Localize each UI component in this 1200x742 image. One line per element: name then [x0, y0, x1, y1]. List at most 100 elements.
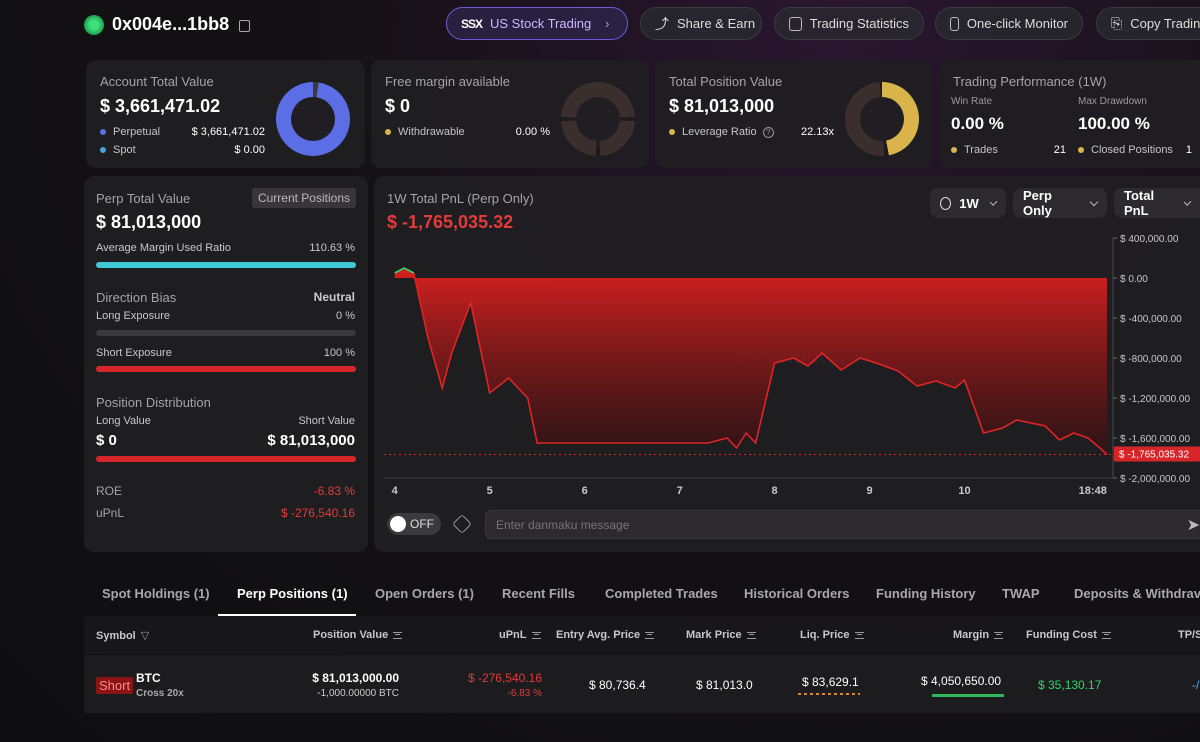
sort-icon[interactable] — [994, 631, 1004, 639]
sort-icon[interactable] — [1101, 631, 1111, 639]
col-liq-price-label: Liq. Price — [800, 629, 850, 641]
col-upnl[interactable]: uPnL — [499, 629, 541, 641]
tab-historical-orders[interactable]: Historical Orders — [744, 586, 850, 601]
col-entry-price[interactable]: Entry Avg. Price — [556, 629, 655, 641]
scope-dropdown[interactable]: Perp Only — [1013, 188, 1107, 218]
copy-trading-button[interactable]: ⎘ Copy Tradin — [1096, 7, 1200, 40]
perpetual-dot-icon — [100, 129, 106, 136]
col-liq-price[interactable]: Liq. Price — [800, 629, 864, 641]
leverage-value: 22.13x — [800, 126, 834, 138]
trading-performance-card: Trading Performance (1W) Win Rate 0.00 %… — [939, 60, 1200, 168]
tab-completed-trades[interactable]: Completed Trades — [605, 586, 718, 601]
margin-ratio-value: 110.63 % — [309, 242, 355, 254]
account-value: $ 3,661,471.02 — [100, 96, 221, 116]
col-tpsl-label: TP/S — [1178, 629, 1200, 641]
col-mark-price[interactable]: Mark Price — [686, 629, 756, 641]
upnl-pct-cell: -6.83 % — [507, 688, 542, 699]
x-tick-label: 9 — [867, 485, 873, 497]
distribution-title: Position Distribution — [96, 395, 211, 410]
account-total-card: Account Total Value $ 3,661,471.02 Perpe… — [86, 60, 365, 168]
withdrawable-dot-icon — [385, 129, 391, 136]
pnl-area-fill — [394, 268, 1107, 455]
margin-bar — [932, 694, 1004, 697]
timeframe-dropdown[interactable]: 1W — [930, 188, 1006, 218]
col-position-value-label: Position Value — [313, 629, 389, 641]
short-exposure-label: Short Exposure — [96, 347, 172, 359]
direction-bias-title: Direction Bias — [96, 290, 177, 305]
col-margin-label: Margin — [953, 629, 990, 641]
trades-row: Trades 21 — [951, 144, 1066, 156]
side-badge: Short — [96, 677, 134, 694]
tab-perp-positions[interactable]: Perp Positions (1) — [237, 586, 348, 601]
margin-ratio-bar — [96, 262, 356, 268]
one-click-monitor-button[interactable]: One-click Monitor — [935, 7, 1083, 40]
tpsl-cell[interactable]: -/ — [1192, 678, 1200, 692]
position-value-cell: $ 81,013,000.00 — [312, 671, 399, 685]
col-funding-cost-label: Funding Cost — [1026, 629, 1097, 641]
pnl-positive-line — [394, 267, 415, 274]
clock-icon — [940, 196, 952, 210]
tab-deposits-withdrawals[interactable]: Deposits & Withdrav — [1074, 586, 1200, 601]
long-value-label: Long Value — [96, 415, 151, 427]
max-drawdown-value: 100.00 % — [1078, 114, 1150, 133]
tab-open-orders[interactable]: Open Orders (1) — [375, 586, 474, 601]
account-spot-row: Spot $ 0.00 — [100, 144, 265, 156]
ssx-logo-icon: SSX — [461, 16, 483, 31]
copy-icon[interactable] — [239, 20, 251, 32]
max-drawdown-label: Max Drawdown — [1078, 96, 1147, 107]
closed-value: 1 — [1185, 144, 1192, 156]
filter-icon[interactable]: ▽ — [140, 630, 150, 642]
long-amount: $ 0 — [96, 432, 117, 449]
upnl-cell: $ -276,540.16 — [467, 671, 542, 685]
spot-dot-icon — [100, 147, 106, 154]
table-row[interactable] — [84, 655, 1200, 713]
danmaku-input[interactable] — [486, 511, 1166, 538]
short-exposure-bar — [96, 366, 356, 372]
current-positions-badge[interactable]: Current Positions — [251, 188, 356, 208]
long-exposure-label: Long Exposure — [96, 310, 170, 322]
margin-ratio-label: Average Margin Used Ratio — [96, 242, 231, 254]
us-stock-trading-button[interactable]: SSX US Stock Trading › — [446, 7, 628, 40]
sort-icon[interactable] — [854, 631, 864, 639]
col-position-value[interactable]: Position Value — [313, 629, 403, 641]
chevron-right-icon: › — [605, 16, 610, 31]
col-margin[interactable]: Margin — [953, 629, 1004, 641]
active-tab-underline — [218, 614, 356, 616]
y-tick-label: $ -2,000,000.00 — [1120, 474, 1190, 485]
short-value-label: Short Value — [298, 415, 355, 427]
sort-icon[interactable] — [531, 631, 541, 639]
perp-summary-panel: Perp Total Value Current Positions $ 81,… — [84, 176, 368, 552]
free-margin-card: Free margin available $ 0 Withdrawable 0… — [371, 60, 649, 168]
x-tick-label: 18:48 — [1079, 485, 1107, 497]
trading-statistics-button[interactable]: Trading Statistics — [774, 7, 924, 40]
y-tick-label: $ 400,000.00 — [1120, 234, 1179, 245]
col-funding-cost[interactable]: Funding Cost — [1026, 629, 1111, 641]
x-tick-label: 10 — [958, 485, 970, 497]
tab-twap[interactable]: TWAP — [1002, 586, 1040, 601]
tab-funding-history[interactable]: Funding History — [876, 586, 976, 601]
col-symbol[interactable]: Symbol ▽ — [96, 629, 150, 643]
long-exposure-value: 0 % — [336, 310, 355, 322]
settings-icon[interactable] — [452, 514, 472, 534]
y-tick-label: $ 0.00 — [1120, 274, 1148, 285]
tab-recent-fills[interactable]: Recent Fills — [502, 586, 575, 601]
x-tick-label: 6 — [582, 485, 588, 497]
upnl-label: uPnL — [96, 506, 125, 520]
sort-icon[interactable] — [746, 631, 756, 639]
address-text: 0x004e...1bb8 — [112, 14, 230, 34]
metric-dropdown[interactable]: Total PnL — [1114, 188, 1200, 218]
send-icon[interactable]: ➤ — [1186, 517, 1200, 534]
col-tpsl[interactable]: TP/S — [1178, 629, 1200, 641]
sort-icon[interactable] — [393, 631, 403, 639]
help-icon[interactable]: ? — [762, 127, 774, 138]
us-stock-label: US Stock Trading — [490, 16, 592, 31]
tab-spot-holdings[interactable]: Spot Holdings (1) — [102, 586, 210, 601]
metric-value: Total PnL — [1124, 188, 1155, 218]
symbol-name[interactable]: BTC — [136, 671, 161, 685]
danmaku-toggle[interactable]: OFF — [387, 513, 441, 535]
withdrawable-row: Withdrawable 0.00 % — [385, 126, 550, 138]
trades-value: 21 — [1053, 144, 1066, 156]
share-earn-button[interactable]: ⤴ Share & Earn — [640, 7, 762, 40]
current-value-text: $ -1,765,035.32 — [1119, 450, 1189, 461]
sort-icon[interactable] — [645, 631, 655, 639]
